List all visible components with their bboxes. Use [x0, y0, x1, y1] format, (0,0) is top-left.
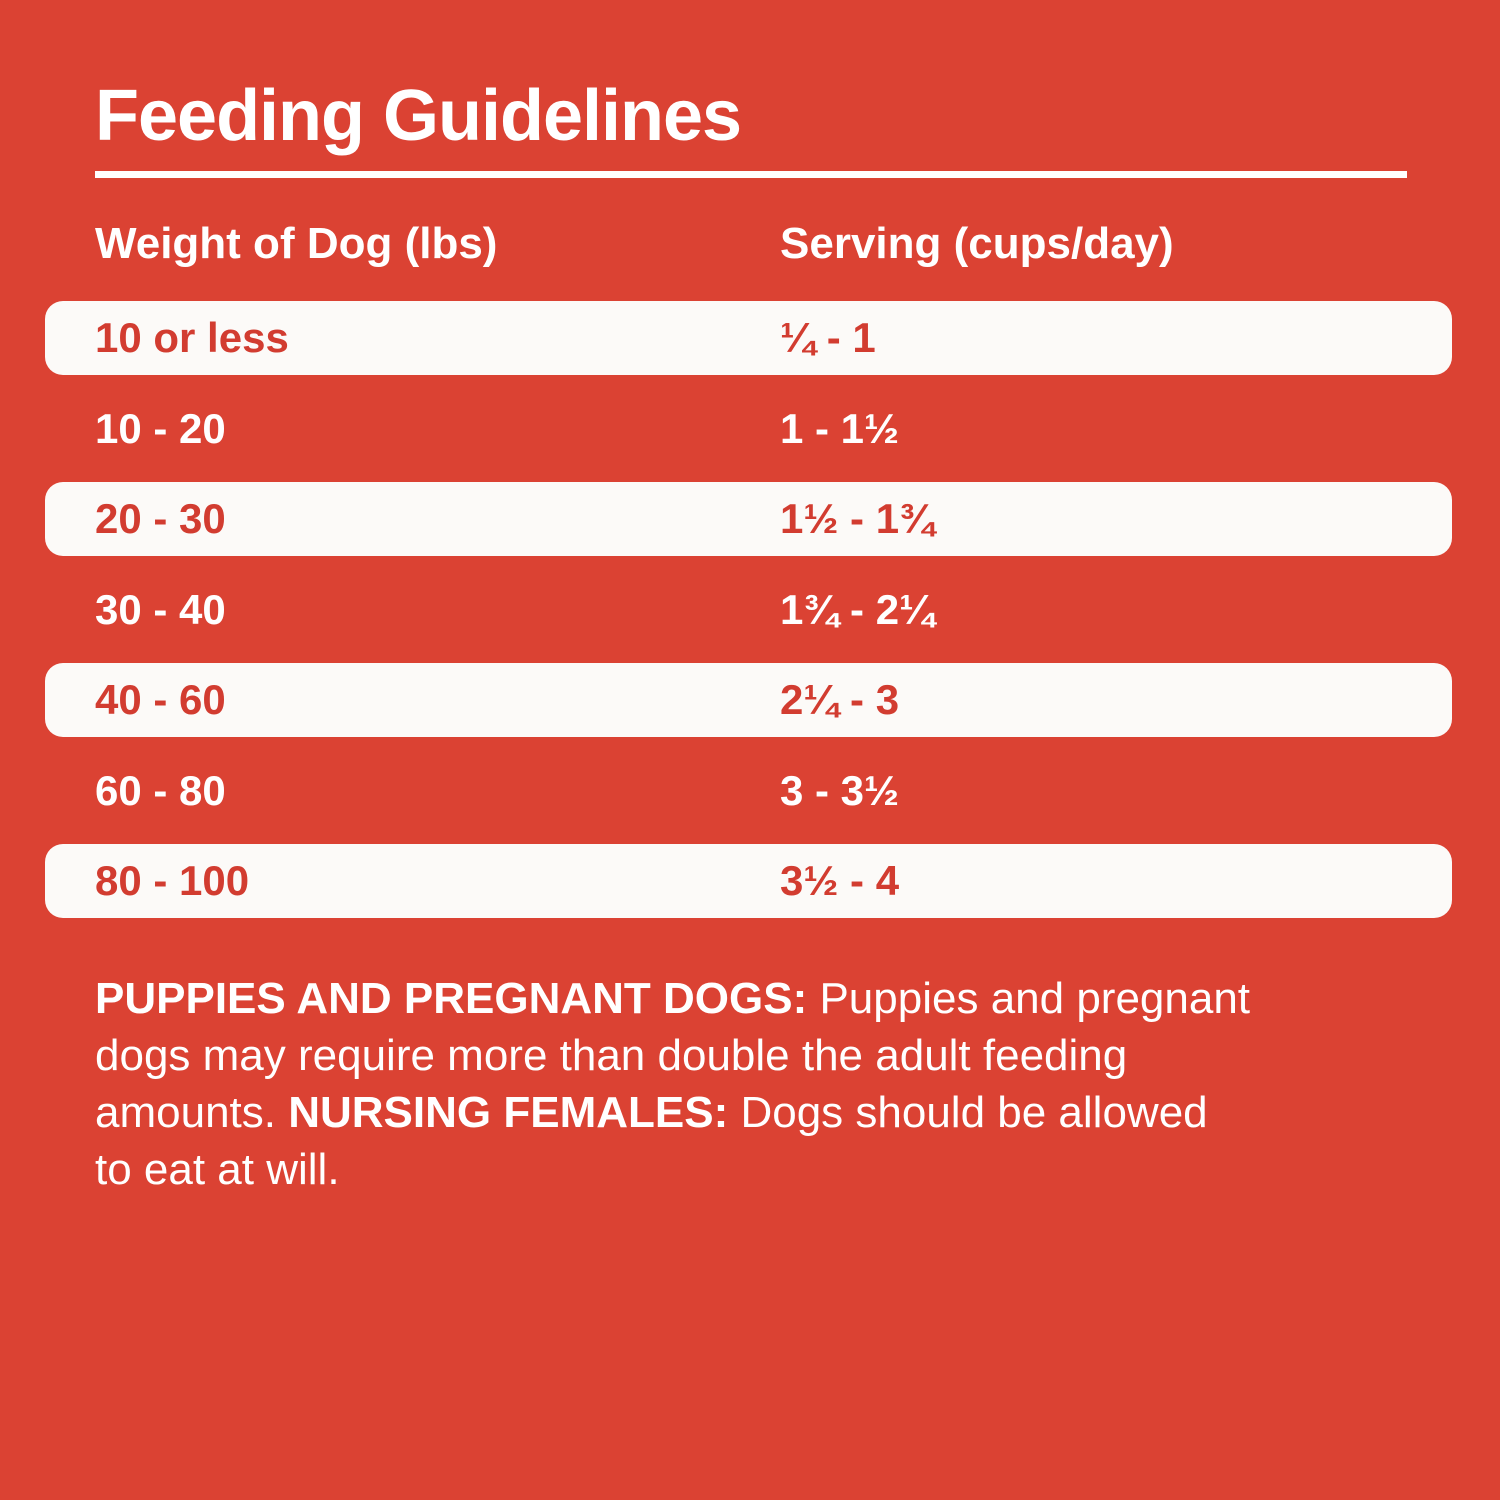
notes-bold-text: PUPPIES AND PREGNANT DOGS: — [95, 974, 808, 1023]
serving-cell: 1½ - 1¾ — [780, 495, 935, 542]
column-header-serving: Serving (cups/day) — [780, 219, 1174, 268]
column-header-weight: Weight of Dog (lbs) — [95, 219, 498, 268]
weight-cell: 40 - 60 — [95, 676, 226, 723]
row-band: 10 - 20 1 - 1½ — [45, 392, 1452, 466]
notes-text: to eat at will. — [95, 1145, 340, 1194]
row-band: 40 - 60 2¼ - 3 — [45, 663, 1452, 737]
weight-cell: 80 - 100 — [95, 857, 250, 904]
notes-text: dogs may require more than double the ad… — [95, 1031, 1128, 1080]
notes-bold-text: NURSING FEMALES: — [288, 1088, 729, 1137]
notes-text: amounts. — [95, 1088, 289, 1137]
serving-cell: ¼ - 1 — [780, 314, 876, 361]
notes-line: PUPPIES AND PREGNANT DOGS: Puppies and p… — [95, 970, 1435, 1027]
table-row: 60 - 80 3 - 3½ — [45, 754, 1452, 845]
table-row: 10 - 20 1 - 1½ — [45, 392, 1452, 483]
notes-line: to eat at will. — [95, 1141, 1435, 1198]
notes-text: Puppies and pregnant — [807, 974, 1251, 1023]
feeding-guidelines-table: 10 or less ¼ - 1 10 - 20 1 - 1½ 20 - 30 … — [45, 301, 1452, 935]
table-row: 20 - 30 1½ - 1¾ — [45, 482, 1452, 573]
table-row: 10 or less ¼ - 1 — [45, 301, 1452, 392]
weight-cell: 20 - 30 — [95, 495, 226, 542]
weight-cell: 30 - 40 — [95, 585, 226, 633]
weight-cell: 10 - 20 — [95, 404, 226, 452]
weight-cell: 60 - 80 — [95, 766, 226, 814]
row-band: 20 - 30 1½ - 1¾ — [45, 482, 1452, 556]
row-band: 80 - 100 3½ - 4 — [45, 844, 1452, 918]
page-title: Feeding Guidelines — [95, 76, 742, 156]
row-band: 30 - 40 1¾ - 2¼ — [45, 573, 1452, 647]
serving-cell: 1¾ - 2¼ — [780, 585, 935, 633]
serving-cell: 1 - 1½ — [780, 404, 900, 452]
notes-line: amounts. NURSING FEMALES: Dogs should be… — [95, 1084, 1435, 1141]
serving-cell: 3½ - 4 — [780, 857, 900, 904]
serving-cell: 3 - 3½ — [780, 766, 900, 814]
table-row: 80 - 100 3½ - 4 — [45, 844, 1452, 935]
row-band: 10 or less ¼ - 1 — [45, 301, 1452, 375]
table-row: 40 - 60 2¼ - 3 — [45, 663, 1452, 754]
table-row: 30 - 40 1¾ - 2¼ — [45, 573, 1452, 664]
row-band: 60 - 80 3 - 3½ — [45, 754, 1452, 828]
notes-line: dogs may require more than double the ad… — [95, 1027, 1435, 1084]
weight-cell: 10 or less — [95, 314, 289, 361]
serving-cell: 2¼ - 3 — [780, 676, 900, 723]
title-underline — [95, 171, 1407, 178]
feeding-notes: PUPPIES AND PREGNANT DOGS: Puppies and p… — [95, 970, 1435, 1198]
notes-text: Dogs should be allowed — [728, 1088, 1208, 1137]
